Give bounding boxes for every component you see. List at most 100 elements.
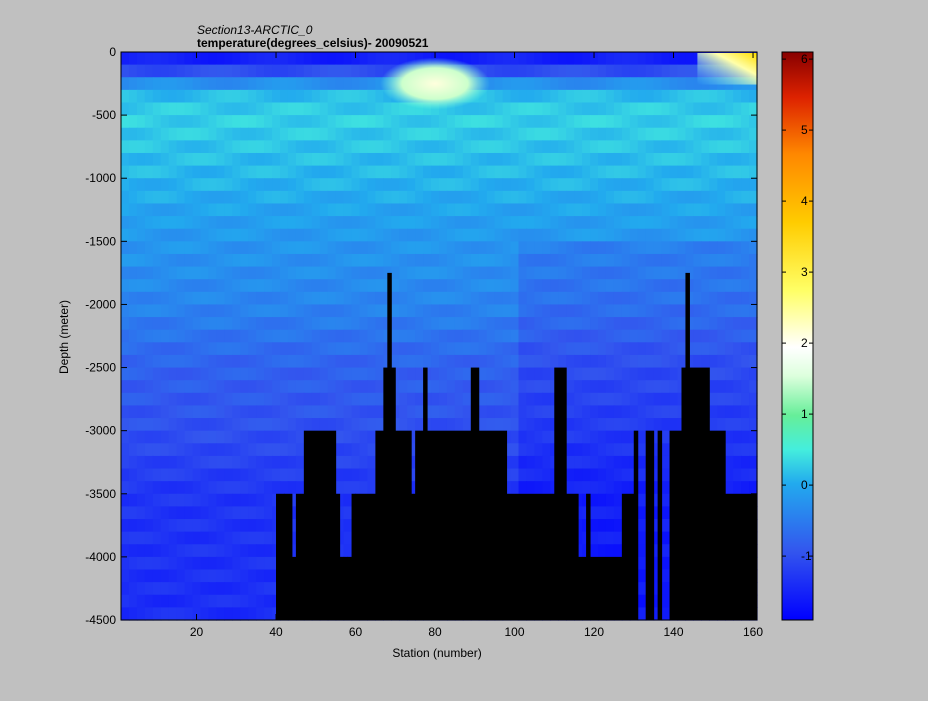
heatmap-cell bbox=[717, 279, 726, 293]
heatmap-cell bbox=[295, 481, 305, 495]
heatmap-cell bbox=[717, 291, 726, 306]
heatmap-cell bbox=[486, 291, 496, 306]
heatmap-cell bbox=[272, 152, 281, 167]
heatmap-cell bbox=[248, 216, 257, 230]
heatmap-cell bbox=[121, 140, 130, 154]
heatmap-cell bbox=[566, 329, 575, 343]
x-tick-label: 100 bbox=[505, 625, 525, 639]
heatmap-cell bbox=[566, 354, 575, 369]
heatmap-cell bbox=[295, 354, 305, 369]
heatmap-cell bbox=[486, 64, 496, 78]
heatmap-cell bbox=[184, 354, 194, 369]
heatmap-cell bbox=[462, 140, 472, 154]
heatmap-cell bbox=[232, 354, 241, 369]
heatmap-cell bbox=[272, 216, 281, 230]
heatmap-cell bbox=[661, 216, 671, 230]
heatmap-cell bbox=[399, 165, 408, 179]
heatmap-cell bbox=[311, 77, 321, 91]
heatmap-cell bbox=[526, 329, 535, 343]
heatmap-cell bbox=[605, 178, 615, 192]
heatmap-cell bbox=[677, 77, 687, 91]
heatmap-cell bbox=[264, 304, 273, 318]
heatmap-cell bbox=[733, 455, 742, 470]
heatmap-cell bbox=[240, 253, 249, 268]
heatmap-cell bbox=[741, 253, 750, 268]
heatmap-cell bbox=[264, 279, 273, 293]
heatmap-cell bbox=[661, 367, 671, 381]
heatmap-cell bbox=[605, 64, 615, 78]
heatmap-cell bbox=[446, 241, 456, 255]
heatmap-cell bbox=[534, 241, 543, 255]
heatmap-cell bbox=[518, 216, 528, 230]
heatmap-cell bbox=[526, 367, 535, 381]
heatmap-cell bbox=[216, 89, 225, 104]
heatmap-cell bbox=[136, 405, 146, 419]
heatmap-cell bbox=[582, 190, 591, 205]
heatmap-cell bbox=[494, 241, 504, 255]
heatmap-cell bbox=[121, 531, 130, 545]
heatmap-cell bbox=[733, 329, 742, 343]
heatmap-cell bbox=[741, 405, 750, 419]
heatmap-cell bbox=[407, 317, 416, 331]
heatmap-cell bbox=[287, 77, 297, 91]
heatmap-cell bbox=[558, 241, 567, 255]
heatmap-cell bbox=[319, 115, 329, 129]
heatmap-cell bbox=[605, 304, 615, 318]
heatmap-cell bbox=[351, 443, 361, 457]
heatmap-cell bbox=[502, 64, 512, 78]
heatmap-cell bbox=[327, 329, 337, 343]
heatmap-cell bbox=[598, 279, 607, 293]
heatmap-cell bbox=[208, 430, 217, 444]
heatmap-cell bbox=[749, 190, 758, 205]
heatmap-cell bbox=[200, 405, 210, 419]
heatmap-cell bbox=[343, 367, 353, 381]
heatmap-cell bbox=[256, 152, 265, 167]
no-data-block bbox=[709, 430, 726, 620]
heatmap-cell bbox=[359, 380, 369, 394]
heatmap-cell bbox=[160, 392, 170, 407]
heatmap-cell bbox=[637, 115, 647, 129]
heatmap-cell bbox=[359, 203, 369, 217]
heatmap-cell bbox=[272, 354, 281, 369]
heatmap-cell bbox=[168, 228, 178, 242]
heatmap-cell bbox=[725, 443, 734, 457]
heatmap-cell bbox=[121, 455, 130, 470]
heatmap-cell bbox=[439, 354, 448, 369]
heatmap-cell bbox=[558, 165, 567, 179]
heatmap-cell bbox=[518, 329, 528, 343]
heatmap-cell bbox=[621, 405, 631, 419]
heatmap-cell bbox=[741, 443, 750, 457]
heatmap-cell bbox=[144, 266, 154, 280]
heatmap-cell bbox=[526, 152, 535, 167]
heatmap-cell bbox=[136, 190, 146, 205]
heatmap-cell bbox=[160, 519, 170, 533]
heatmap-cell bbox=[733, 266, 742, 280]
heatmap-cell bbox=[272, 190, 281, 205]
heatmap-cell bbox=[128, 317, 138, 331]
heatmap-cell bbox=[629, 102, 639, 116]
heatmap-cell bbox=[136, 241, 146, 255]
heatmap-cell bbox=[518, 367, 528, 381]
heatmap-cell bbox=[526, 165, 535, 179]
heatmap-cell bbox=[121, 569, 130, 583]
heatmap-cell bbox=[248, 519, 257, 533]
heatmap-cell bbox=[121, 178, 130, 192]
heatmap-cell bbox=[200, 266, 210, 280]
heatmap-cell bbox=[280, 216, 289, 230]
heatmap-cell bbox=[462, 253, 472, 268]
heatmap-cell bbox=[295, 266, 305, 280]
heatmap-cell bbox=[160, 354, 170, 369]
heatmap-cell bbox=[311, 115, 321, 129]
heatmap-cell bbox=[280, 77, 289, 91]
heatmap-cell bbox=[121, 64, 130, 78]
heatmap-cell bbox=[486, 266, 496, 280]
heatmap-cell bbox=[184, 178, 194, 192]
heatmap-cell bbox=[558, 253, 567, 268]
heatmap-cell bbox=[264, 481, 273, 495]
heatmap-cell bbox=[375, 216, 384, 230]
heatmap-cell bbox=[470, 291, 480, 306]
heatmap-cell bbox=[200, 418, 210, 432]
heatmap-cell bbox=[621, 77, 631, 91]
heatmap-cell bbox=[605, 380, 615, 394]
heatmap-cell bbox=[574, 203, 583, 217]
